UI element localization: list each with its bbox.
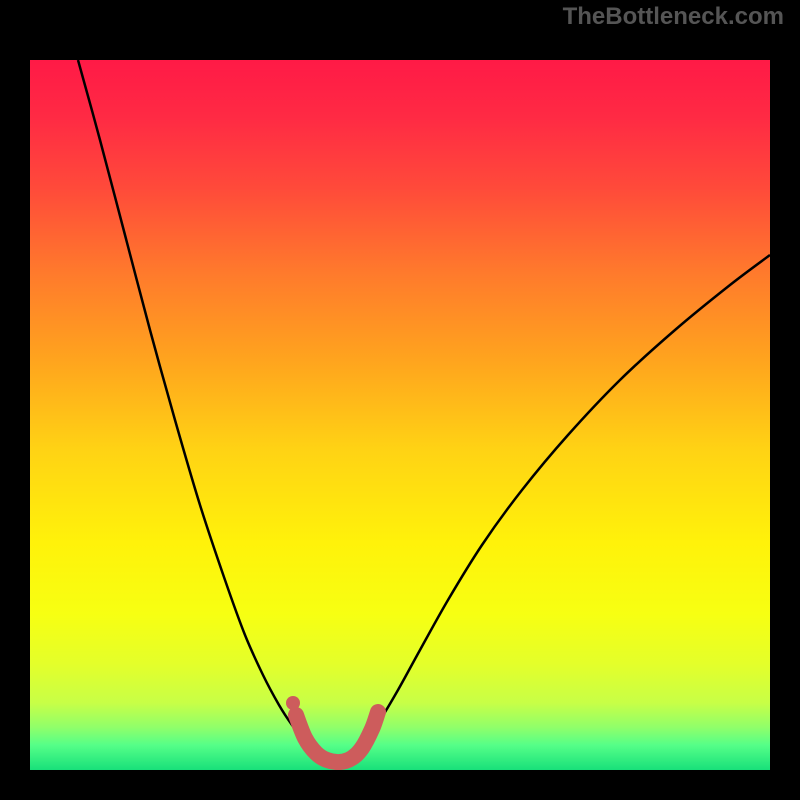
curve-right bbox=[365, 255, 770, 740]
chart-frame bbox=[0, 30, 800, 800]
plot-area bbox=[30, 60, 770, 770]
curves-layer bbox=[30, 60, 770, 770]
chart-stage: TheBottleneck.com bbox=[0, 0, 800, 800]
watermark-text: TheBottleneck.com bbox=[563, 3, 784, 31]
valley-marker bbox=[296, 712, 378, 762]
curve-left bbox=[78, 60, 304, 740]
valley-dot bbox=[286, 696, 300, 710]
